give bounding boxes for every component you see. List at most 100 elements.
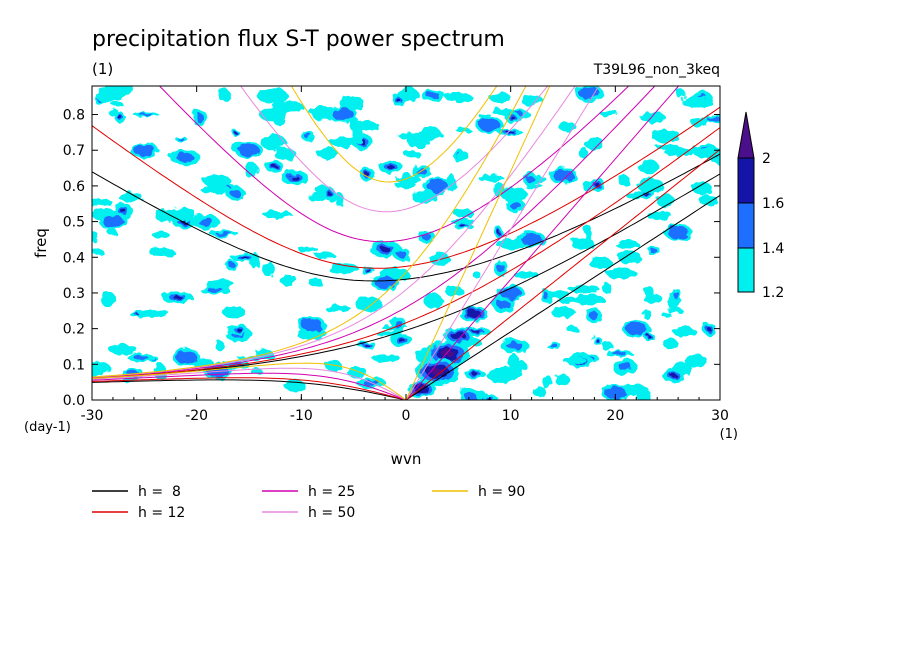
contour-patch — [312, 112, 334, 121]
contour-patch — [178, 138, 185, 141]
contour-patch — [222, 306, 246, 319]
contour-patch — [501, 186, 527, 203]
contour-patch — [95, 88, 122, 103]
kelvin-wave-curve — [405, 149, 720, 400]
contour-patch — [509, 201, 521, 210]
contour-patch — [165, 207, 197, 222]
chart-subtitle-right: T39L96_non_3keq — [593, 62, 720, 78]
x-tick-label: -30 — [81, 408, 104, 424]
contour-patch — [551, 306, 576, 319]
contour-patch — [667, 306, 683, 314]
legend-label: h = 90 — [478, 484, 525, 500]
colorbar-swatch — [737, 157, 755, 204]
contour-patch — [279, 274, 298, 285]
kelvin-wave-curve — [405, 86, 551, 400]
contour-patch — [380, 246, 391, 252]
contour-patch — [273, 147, 297, 161]
contour-patch — [695, 147, 720, 158]
spectrum-peak — [332, 108, 354, 121]
x-axis: -30 -20 -10 0 10 20 30 — [81, 86, 729, 424]
contour-patch — [486, 368, 517, 383]
contour-patch — [395, 182, 417, 190]
spectrum-peak — [520, 233, 543, 246]
contour-patch — [637, 177, 664, 194]
contour-patch — [711, 156, 720, 164]
spectrum-peak — [301, 318, 323, 332]
contour-patch — [656, 194, 676, 208]
contour-patch — [133, 355, 149, 360]
contour-patch — [606, 268, 638, 279]
contour-patch — [120, 208, 127, 214]
y-tick-label: 0.1 — [63, 357, 85, 373]
contour-patch — [602, 282, 612, 295]
spectrum-peak — [500, 286, 522, 300]
y-tick-label: 0.7 — [63, 143, 85, 159]
contour-patch — [172, 295, 183, 300]
x-tick-label: 10 — [502, 408, 520, 424]
contour-patch — [315, 252, 336, 259]
contour-patch — [525, 184, 544, 190]
contour-patch — [549, 344, 559, 348]
contour-patch — [118, 192, 143, 203]
contour-patch — [543, 293, 550, 301]
contour-patch — [234, 132, 237, 134]
contour-patch — [661, 311, 671, 318]
contour-patch — [118, 115, 122, 120]
colorbar-label: 2 — [762, 151, 771, 167]
contour-patch — [352, 128, 364, 145]
contour-patch — [692, 181, 712, 195]
contour-patch — [92, 248, 104, 254]
colorbar-swatch — [737, 247, 755, 293]
colorbar-label: 1.4 — [762, 241, 784, 257]
contour-patch — [137, 309, 170, 317]
contour-patch — [304, 132, 311, 139]
contour-patch — [108, 108, 119, 117]
contour-patch — [230, 189, 241, 198]
spectrum-peak — [451, 331, 466, 341]
spectrum-peak — [625, 322, 647, 336]
contour-patch — [685, 354, 708, 368]
y-tick-label: 0.3 — [63, 286, 85, 302]
contour-patch — [203, 174, 231, 188]
contour-patch — [611, 351, 627, 356]
contour-patch — [595, 339, 599, 342]
contour-patch — [496, 230, 500, 234]
contour-patch — [308, 277, 323, 287]
x-axis-unit: (1) — [720, 427, 738, 442]
contour-patch — [215, 231, 233, 236]
contour-patch — [257, 87, 288, 104]
mrg-wave-curve — [92, 86, 576, 378]
y-tick-label: 0.4 — [63, 250, 85, 266]
contour-patch — [558, 121, 576, 133]
contour-patch — [150, 250, 173, 256]
contour-patch — [640, 112, 667, 124]
contour-patch — [588, 256, 612, 269]
contour-patch — [404, 150, 421, 158]
contour-patch — [198, 217, 214, 227]
y-tick-label: 0.5 — [63, 215, 85, 231]
contour-patch — [411, 190, 437, 204]
spectrum-peak — [667, 225, 689, 239]
mrg-wave-curve — [92, 86, 656, 379]
spectrum-peak — [374, 275, 396, 289]
contour-patch — [496, 263, 505, 273]
x-tick-label: -20 — [185, 408, 208, 424]
contour-patch — [138, 112, 153, 116]
contour-patch — [445, 286, 464, 297]
contour-patch — [334, 192, 344, 207]
spectrum-peak — [479, 118, 501, 132]
contour-patch — [584, 136, 604, 151]
chart-title: precipitation flux S-T power spectrum — [92, 27, 505, 52]
spectrum-peak — [578, 86, 600, 100]
mrg-wave-curve — [92, 86, 527, 378]
contour-patch — [471, 330, 481, 333]
contour-patch — [600, 341, 613, 351]
colorbar-swatch — [737, 202, 755, 249]
rossby-wave-curve — [92, 362, 407, 400]
contour-patch — [706, 116, 720, 121]
inertio-gravity-curve — [158, 86, 630, 243]
contour-patch — [92, 198, 113, 207]
contour-patch — [111, 102, 124, 108]
